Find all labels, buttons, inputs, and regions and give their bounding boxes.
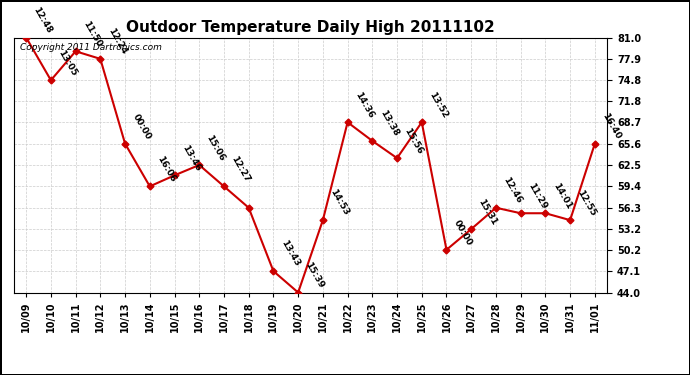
- Text: 13:05: 13:05: [57, 48, 79, 78]
- Text: 13:46: 13:46: [180, 143, 202, 172]
- Text: Copyright 2011 Dartronics.com: Copyright 2011 Dartronics.com: [20, 43, 161, 52]
- Text: 12:55: 12:55: [575, 188, 598, 218]
- Text: 11:50: 11:50: [81, 20, 104, 48]
- Text: 14:36: 14:36: [353, 90, 375, 120]
- Text: 13:38: 13:38: [378, 109, 400, 138]
- Text: 15:06: 15:06: [205, 133, 227, 162]
- Text: 12:48: 12:48: [32, 5, 54, 35]
- Text: 00:00: 00:00: [452, 218, 474, 247]
- Text: 13:43: 13:43: [279, 239, 301, 268]
- Text: 16:06: 16:06: [155, 154, 177, 184]
- Text: 13:52: 13:52: [427, 90, 449, 120]
- Text: 16:40: 16:40: [600, 112, 622, 141]
- Text: 12:24: 12:24: [106, 27, 128, 56]
- Text: 14:01: 14:01: [551, 181, 573, 210]
- Text: 12:27: 12:27: [230, 154, 252, 184]
- Text: 15:31: 15:31: [477, 197, 499, 226]
- Text: 12:46: 12:46: [502, 176, 524, 205]
- Text: 14:53: 14:53: [328, 188, 351, 218]
- Title: Outdoor Temperature Daily High 20111102: Outdoor Temperature Daily High 20111102: [126, 20, 495, 35]
- Text: 00:00: 00:00: [130, 112, 152, 141]
- Text: 15:56: 15:56: [402, 126, 425, 155]
- Text: 11:29: 11:29: [526, 181, 549, 210]
- Text: 15:39: 15:39: [304, 260, 326, 290]
